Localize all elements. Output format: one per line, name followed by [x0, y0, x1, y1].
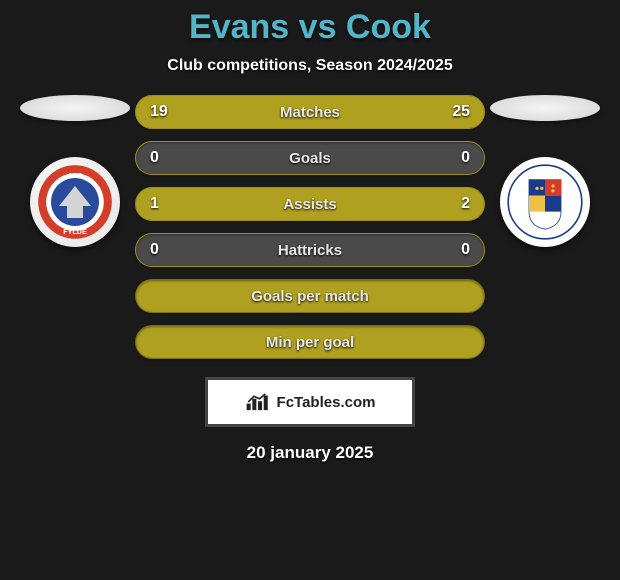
stat-label: Assists [283, 196, 336, 213]
value-right: 0 [461, 149, 470, 167]
value-left: 0 [150, 241, 159, 259]
svg-text:AFC: AFC [68, 171, 83, 180]
value-right: 0 [461, 241, 470, 259]
comparison-area: AFC FYLDE 19 25 Matches 0 0 Goals 1 2 Assists 0 0 H… [0, 95, 620, 359]
left-player-platform [20, 95, 130, 121]
value-right: 25 [452, 103, 470, 121]
right-player-platform [490, 95, 600, 121]
stat-bar-goals: 0 0 Goals [135, 141, 485, 175]
value-left: 0 [150, 149, 159, 167]
left-club-crest: AFC FYLDE [30, 157, 120, 247]
stat-bar-matches: 19 25 Matches [135, 95, 485, 129]
svg-text:FYLDE: FYLDE [63, 227, 87, 236]
credit-badge[interactable]: FcTables.com [205, 377, 415, 427]
stat-bar-hattricks: 0 0 Hattricks [135, 233, 485, 267]
stat-bar-assists: 1 2 Assists [135, 187, 485, 221]
value-right: 2 [461, 195, 470, 213]
page-title: Evans vs Cook [0, 0, 620, 47]
value-left: 1 [150, 195, 159, 213]
afc-fylde-icon: AFC FYLDE [35, 162, 115, 242]
stat-label: Goals per match [251, 288, 369, 305]
stat-label: Min per goal [266, 334, 354, 351]
left-player-col: AFC FYLDE [15, 95, 135, 247]
stat-bar-goals-per-match: Goals per match [135, 279, 485, 313]
value-left: 19 [150, 103, 168, 121]
stat-label: Hattricks [278, 242, 342, 259]
stat-bars: 19 25 Matches 0 0 Goals 1 2 Assists 0 0 Hattricks Go… [135, 95, 485, 359]
right-player-col [485, 95, 605, 247]
subtitle: Club competitions, Season 2024/2025 [0, 57, 620, 75]
stat-label: Goals [289, 150, 331, 167]
stat-bar-min-per-goal: Min per goal [135, 325, 485, 359]
date-label: 20 january 2025 [0, 443, 620, 463]
right-club-crest [500, 157, 590, 247]
credit-text: FcTables.com [277, 394, 376, 411]
bar-chart-icon [245, 392, 271, 412]
stat-label: Matches [280, 104, 340, 121]
wealdstone-icon [505, 162, 585, 242]
